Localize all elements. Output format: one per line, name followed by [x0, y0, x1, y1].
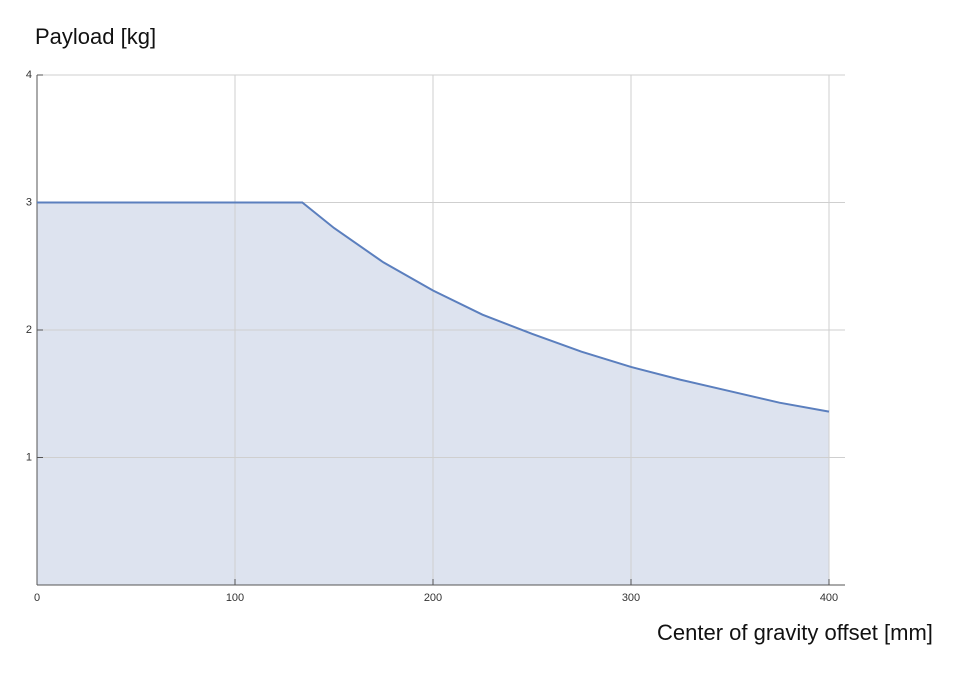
x-tick-label: 400: [820, 592, 838, 604]
y-tick-label: 3: [26, 196, 32, 208]
x-tick-label: 0: [34, 592, 40, 604]
y-tick-label: 1: [26, 451, 32, 463]
x-tick-label: 200: [424, 592, 442, 604]
y-tick-label: 2: [26, 324, 32, 336]
x-tick-label: 300: [622, 592, 640, 604]
x-axis-label: Center of gravity offset [mm]: [657, 620, 933, 645]
y-tick-label: 4: [26, 69, 32, 81]
y-axis-label: Payload [kg]: [35, 24, 157, 49]
x-tick-label: 100: [226, 592, 244, 604]
line: [37, 201, 830, 413]
